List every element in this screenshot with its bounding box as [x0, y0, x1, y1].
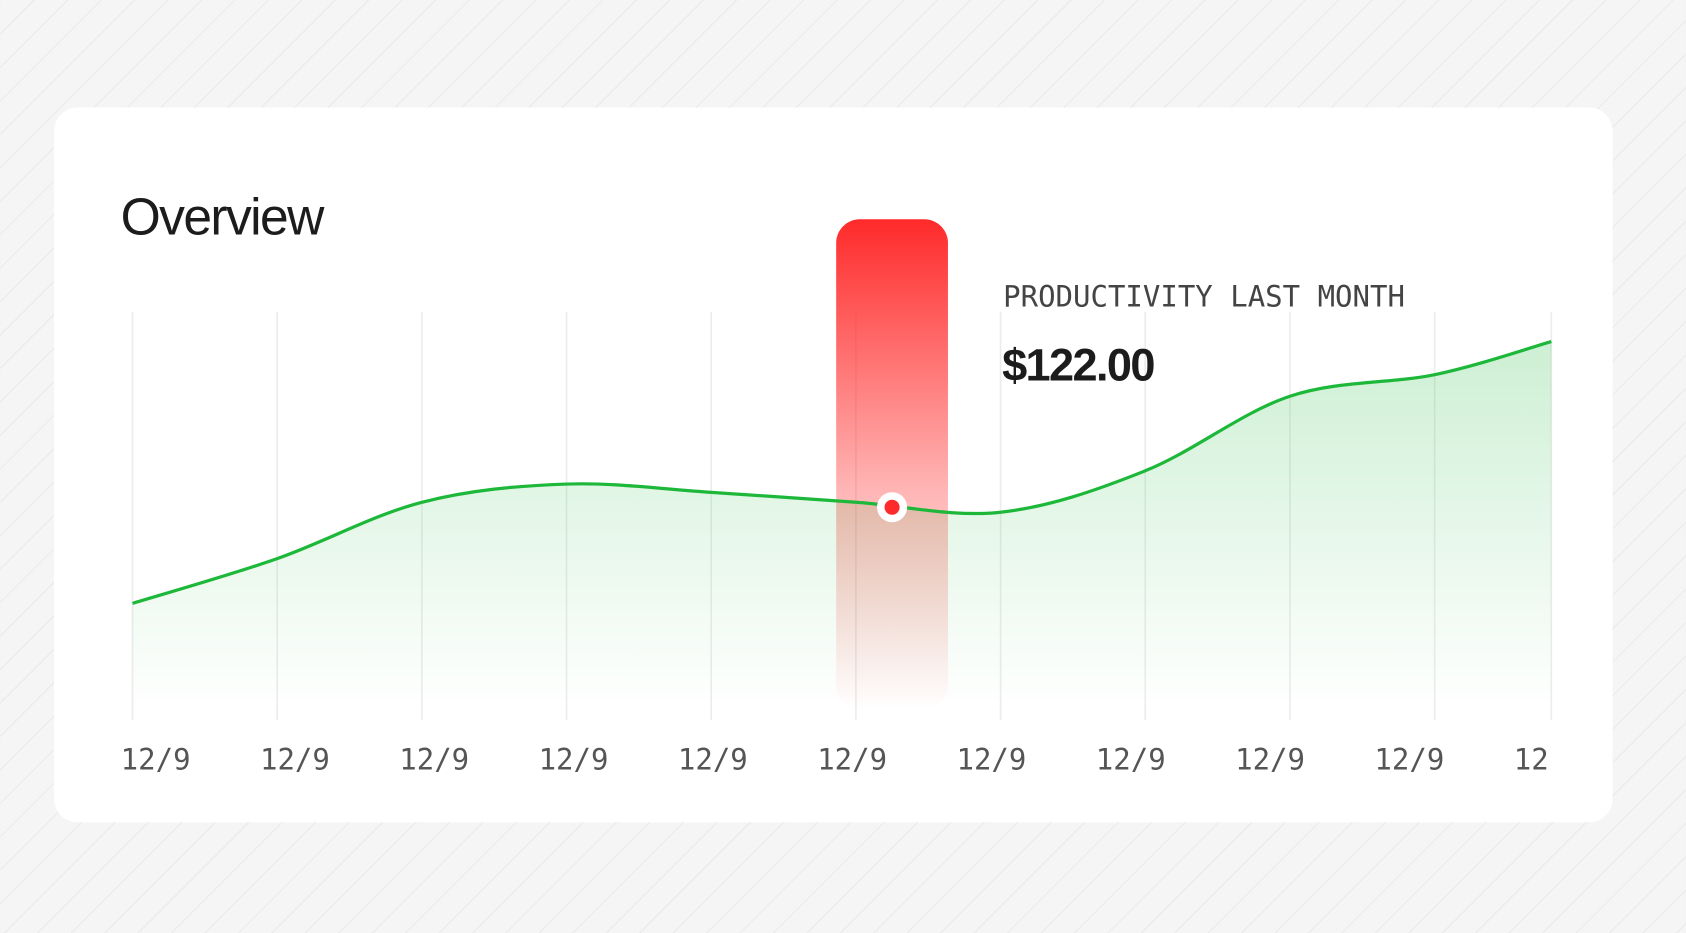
chart: PRODUCTIVITY LAST MONTH $122.00 12/9 12/9 12… — [121, 219, 1553, 777]
x-tick-label: 12/9 — [260, 743, 330, 777]
x-tick-label: 12/9 — [678, 743, 748, 777]
x-tick-label: 12 — [1514, 743, 1549, 777]
x-tick-label: 12/9 — [539, 743, 609, 777]
x-tick-label: 12/9 — [1374, 743, 1444, 777]
x-tick-label: 12/9 — [1235, 743, 1305, 777]
x-tick-label: 12/9 — [957, 743, 1027, 777]
line — [132, 339, 1552, 605]
x-tick-label: 12/9 — [1096, 743, 1166, 777]
highlight-point — [884, 499, 900, 515]
highlight-value: $122.00 — [1002, 340, 1154, 391]
highlight-label: PRODUCTIVITY LAST MONTH — [1003, 279, 1405, 313]
x-tick-label: 12/9 — [817, 743, 887, 777]
area — [132, 341, 1552, 710]
card-title: Overview — [121, 187, 325, 245]
x-tick-label: 12/9 — [121, 743, 191, 777]
x-tick-label: 12/9 — [399, 743, 469, 777]
